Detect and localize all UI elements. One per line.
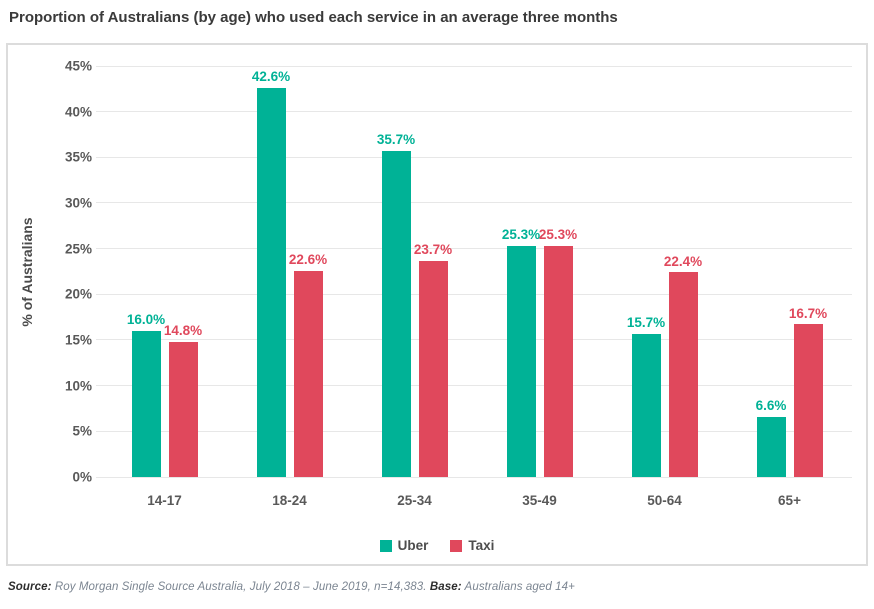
y-tick-label-45: 45% — [64, 58, 92, 74]
y-tick-label-30: 30% — [64, 195, 92, 211]
legend-swatch-taxi — [450, 539, 463, 552]
x-label-25-34: 25-34 — [397, 492, 432, 508]
bar-col-uber-50-64: 15.7% — [627, 66, 665, 477]
gridline-5 — [96, 430, 852, 432]
bar-uber-50-64 — [631, 333, 661, 477]
bar-col-uber-25-34: 35.7% — [377, 66, 415, 477]
bar-uber-35-49 — [506, 245, 536, 477]
y-tick-label-5: 5% — [72, 423, 92, 439]
bar-value-label-uber-14-17: 16.0% — [126, 312, 166, 328]
gridline-0 — [96, 476, 852, 478]
bar-uber-65+ — [756, 416, 786, 477]
bar-col-taxi-35-49: 25.3% — [539, 66, 577, 477]
bar-taxi-50-64 — [668, 272, 698, 477]
gridline-15 — [96, 339, 852, 341]
gridline-30 — [96, 202, 852, 204]
bar-value-label-taxi-18-24: 22.6% — [288, 251, 328, 267]
bar-col-uber-14-17: 16.0% — [127, 66, 165, 477]
bar-value-label-taxi-35-49: 25.3% — [538, 227, 578, 243]
source-note: Source: Roy Morgan Single Source Austral… — [8, 581, 874, 593]
x-label-18-24: 18-24 — [272, 492, 307, 508]
bar-col-uber-18-24: 42.6% — [252, 66, 290, 477]
legend: Uber Taxi — [8, 515, 866, 564]
chart-title: Proportion of Australians (by age) who u… — [9, 9, 618, 26]
gridline-10 — [96, 385, 852, 387]
bar-taxi-25-34 — [418, 260, 448, 477]
bar-col-taxi-25-34: 23.7% — [414, 66, 452, 477]
gridline-20 — [96, 293, 852, 295]
bar-value-label-uber-50-64: 15.7% — [626, 314, 666, 330]
x-label-65+: 65+ — [778, 492, 801, 508]
bar-col-uber-65+: 6.6% — [755, 66, 787, 477]
bar-value-label-taxi-14-17: 14.8% — [163, 322, 203, 338]
bar-group-50-64: 15.7% 22.4% — [602, 66, 727, 477]
bar-group-65+: 6.6% 16.7% — [727, 66, 852, 477]
y-tick-label-20: 20% — [64, 286, 92, 302]
y-axis-title-cell: % of Australians — [8, 66, 46, 477]
bar-taxi-18-24 — [293, 270, 323, 477]
bar-value-label-uber-65+: 6.6% — [755, 397, 787, 413]
legend-label-uber: Uber — [397, 538, 429, 553]
y-tick-label-25: 25% — [64, 241, 92, 257]
x-label-14-17: 14-17 — [147, 492, 182, 508]
bar-taxi-35-49 — [543, 245, 573, 477]
bar-uber-18-24 — [256, 87, 286, 477]
bar-value-label-taxi-25-34: 23.7% — [413, 241, 453, 257]
x-label-50-64: 50-64 — [647, 492, 682, 508]
gridline-25 — [96, 248, 852, 250]
source-label: Source: — [8, 581, 52, 593]
legend-label-taxi: Taxi — [468, 538, 495, 553]
legend-item-uber: Uber — [379, 538, 429, 553]
chart-container: % of Australians 45% 40% 35% 30% 25% 20% 15% 10… — [6, 43, 868, 566]
y-tick-label-10: 10% — [64, 378, 92, 394]
bar-value-label-taxi-65+: 16.7% — [788, 305, 828, 321]
bar-col-taxi-50-64: 22.4% — [664, 66, 702, 477]
bar-uber-25-34 — [381, 150, 411, 477]
gridline-45 — [96, 65, 852, 67]
bar-value-label-uber-18-24: 42.6% — [251, 69, 291, 85]
x-label-35-49: 35-49 — [522, 492, 557, 508]
bar-col-uber-35-49: 25.3% — [502, 66, 540, 477]
y-tick-label-15: 15% — [64, 332, 92, 348]
bar-col-taxi-18-24: 22.6% — [289, 66, 327, 477]
y-tick-column: 45% 40% 35% 30% 25% 20% 15% 10% 5% 0% — [46, 59, 102, 485]
y-tick-label-35: 35% — [64, 149, 92, 165]
plot-area: 16.0% 14.8% 42.6% 22.6% 35.7% 23.7% 25.3% 25.3%… — [96, 65, 852, 478]
y-axis-title: % of Australians — [19, 216, 35, 327]
legend-swatch-uber — [379, 539, 392, 552]
bar-value-label-taxi-50-64: 22.4% — [663, 253, 703, 269]
source-text: Roy Morgan Single Source Australia, July… — [51, 581, 430, 593]
bar-group-18-24: 42.6% 22.6% — [227, 66, 352, 477]
gridline-35 — [96, 156, 852, 158]
bar-col-taxi-14-17: 14.8% — [164, 66, 202, 477]
bar-group-14-17: 16.0% 14.8% — [102, 66, 227, 477]
y-tick-label-0: 0% — [72, 469, 92, 485]
y-tick-label-40: 40% — [64, 104, 92, 120]
base-text: Australians aged 14+ — [461, 581, 575, 593]
bar-value-label-uber-35-49: 25.3% — [501, 227, 541, 243]
legend-item-taxi: Taxi — [450, 538, 494, 553]
bar-group-35-49: 25.3% 25.3% — [477, 66, 602, 477]
x-axis-labels: 14-17 18-24 25-34 35-49 50-64 65+ — [102, 477, 852, 515]
gridline-40 — [96, 111, 852, 113]
bar-taxi-65+ — [793, 324, 823, 477]
bar-group-25-34: 35.7% 23.7% — [352, 66, 477, 477]
bar-col-taxi-65+: 16.7% — [789, 66, 827, 477]
bar-uber-14-17 — [131, 330, 161, 477]
bar-taxi-14-17 — [168, 341, 198, 477]
base-label: Base: — [429, 581, 462, 593]
bar-groups: 16.0% 14.8% 42.6% 22.6% 35.7% 23.7% 25.3% 25.3%… — [102, 66, 852, 477]
bar-value-label-uber-25-34: 35.7% — [376, 132, 416, 148]
